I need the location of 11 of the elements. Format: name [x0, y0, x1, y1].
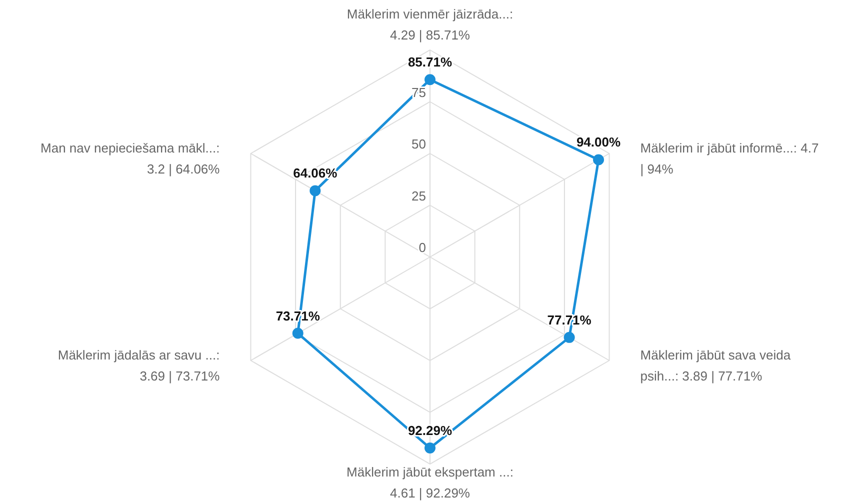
spoke-label: Mäklerim ir jābūt informē...: 4.7 | 94%	[640, 140, 819, 177]
spoke-label: Mäklerim jādalās ar savu ...: 3.69 | 73.71%	[58, 348, 220, 384]
y-tick-label: 50	[412, 136, 426, 152]
y-tick-label: 0	[418, 240, 426, 255]
spoke-label: Mäklerim jābūt ekspertam ...: 4.61 | 92.29%	[346, 464, 514, 501]
data-label: 85.71%	[408, 54, 452, 70]
spoke-label: Man nav nepieciešama mākl...: 3.2 | 64.06%	[40, 140, 220, 177]
spoke-label: Mäklerim jābūt sava veida psih...: 3.89 | 77.71%	[640, 348, 792, 384]
data-label: 94.00%	[576, 134, 621, 150]
y-tick-label: 25	[412, 188, 426, 204]
spoke-label: Mäklerim vienmēr jāizrāda...: 4.29 | 85.71%	[346, 6, 514, 43]
